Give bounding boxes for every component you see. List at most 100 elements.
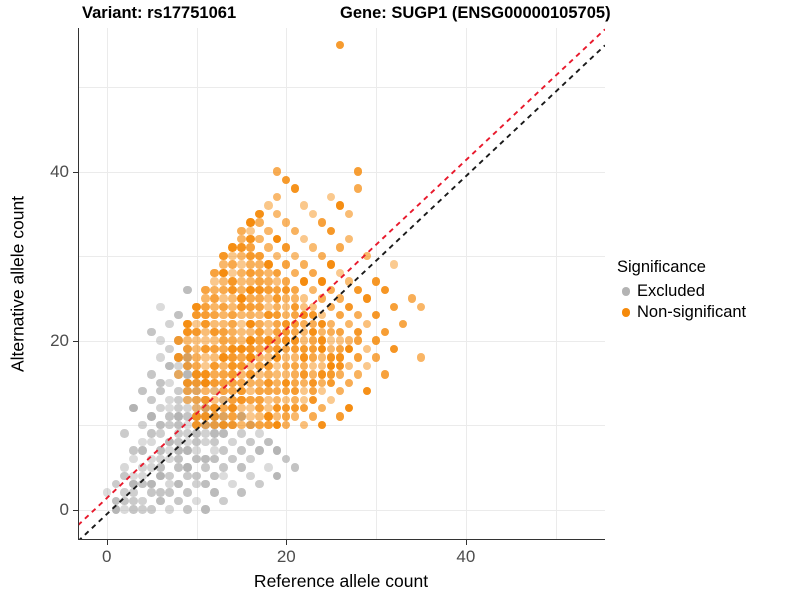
data-point	[210, 319, 219, 328]
data-point	[201, 429, 210, 438]
data-point	[129, 446, 138, 455]
data-point	[111, 480, 120, 489]
data-point	[317, 251, 327, 261]
data-point	[282, 336, 291, 345]
x-tick-label: 0	[101, 547, 112, 566]
data-point	[237, 319, 246, 328]
data-point	[389, 260, 399, 269]
data-point	[183, 437, 192, 447]
data-point	[309, 285, 318, 295]
data-point	[282, 243, 291, 252]
data-point	[156, 378, 165, 388]
data-point	[174, 496, 183, 506]
data-point	[219, 496, 228, 506]
data-point	[201, 505, 210, 514]
data-point	[129, 403, 138, 413]
data-point	[102, 488, 111, 497]
data-point	[210, 277, 219, 286]
data-point	[246, 277, 255, 286]
legend-item-non-significant[interactable]: Non-significant	[617, 302, 746, 323]
data-point	[192, 403, 201, 413]
data-point	[147, 395, 156, 404]
data-point	[326, 370, 336, 379]
data-point	[273, 420, 282, 430]
data-point	[317, 336, 327, 345]
data-point	[192, 311, 201, 320]
gridline-horizontal	[78, 509, 605, 511]
data-point	[174, 370, 183, 379]
data-point	[282, 327, 291, 337]
data-point	[416, 302, 426, 311]
data-point	[335, 40, 345, 50]
legend-item-excluded[interactable]: Excluded	[617, 281, 746, 302]
data-point	[183, 446, 192, 455]
data-point	[264, 268, 273, 278]
data-point	[335, 243, 345, 252]
data-point	[371, 336, 381, 345]
data-point	[219, 463, 228, 472]
data-point	[192, 395, 201, 404]
data-point	[273, 167, 282, 176]
data-point	[282, 344, 291, 354]
data-point	[201, 285, 210, 295]
data-point	[201, 294, 210, 303]
allelic-ratio-line	[78, 28, 605, 526]
data-point	[111, 505, 120, 514]
data-point	[237, 361, 246, 371]
data-point	[183, 471, 192, 480]
data-point	[282, 218, 291, 227]
data-point	[282, 302, 291, 311]
data-point	[362, 387, 372, 396]
data-point	[174, 446, 183, 455]
data-point	[219, 471, 228, 480]
data-point	[183, 505, 192, 514]
data-point	[219, 319, 228, 328]
data-point	[255, 218, 264, 227]
data-point	[282, 412, 291, 421]
data-point	[237, 403, 246, 413]
data-point	[156, 471, 165, 480]
data-point	[317, 218, 327, 227]
data-point	[246, 294, 255, 303]
data-point	[255, 480, 264, 489]
data-point	[291, 336, 300, 345]
data-point	[201, 480, 210, 489]
data-point	[300, 311, 309, 320]
data-point	[246, 471, 255, 480]
x-tick-mark	[106, 540, 108, 545]
data-point	[192, 403, 201, 413]
data-point	[174, 353, 183, 362]
data-point	[309, 319, 318, 328]
data-point	[192, 319, 201, 328]
data-point	[300, 344, 309, 354]
data-point	[228, 420, 237, 430]
data-point	[317, 353, 327, 362]
data-point	[326, 353, 336, 362]
data-point	[291, 378, 300, 388]
data-point	[273, 353, 282, 362]
data-point	[219, 420, 228, 430]
data-point	[219, 387, 228, 396]
data-point	[255, 344, 264, 354]
data-point	[228, 251, 237, 261]
data-point	[317, 361, 327, 371]
data-point	[317, 370, 327, 379]
data-point	[237, 429, 246, 438]
data-point	[380, 370, 390, 379]
data-point	[147, 437, 156, 447]
data-point	[228, 260, 237, 269]
data-point	[344, 361, 354, 371]
data-point	[300, 277, 309, 286]
data-point	[156, 463, 165, 472]
data-point	[246, 235, 255, 244]
data-point	[210, 361, 219, 371]
data-point	[273, 319, 282, 328]
data-point	[282, 387, 291, 396]
gridline-horizontal	[78, 87, 605, 88]
data-point	[309, 336, 318, 345]
data-point	[192, 361, 201, 371]
data-point	[156, 353, 165, 362]
y-axis-title: Alternative allele count	[7, 195, 28, 373]
data-point	[237, 294, 246, 303]
data-point	[282, 285, 291, 295]
